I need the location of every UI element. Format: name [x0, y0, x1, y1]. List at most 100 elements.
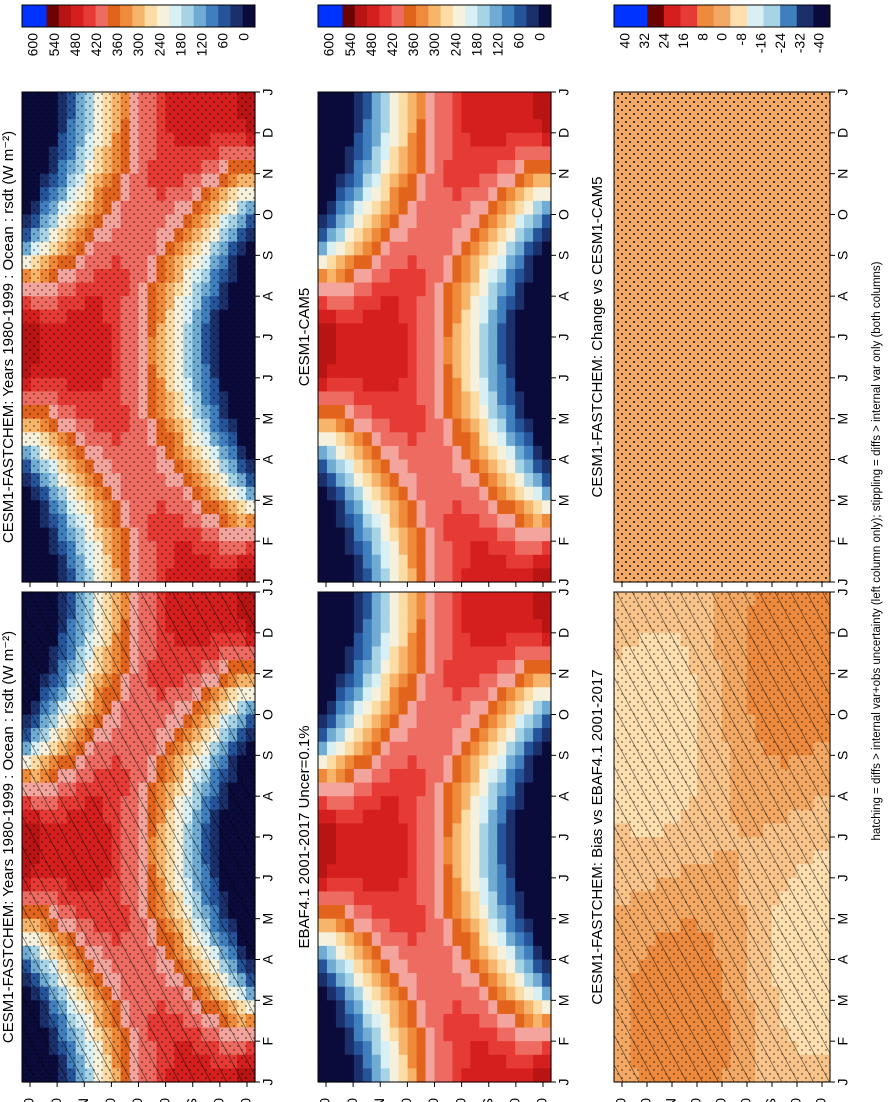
heat-cell — [371, 714, 382, 729]
heat-cell — [335, 905, 346, 920]
colorbar-swatch — [34, 5, 48, 27]
heat-cell — [488, 459, 498, 474]
heat-cell — [470, 782, 480, 797]
heat-cell — [479, 809, 489, 824]
colorbar-swatch — [144, 5, 158, 27]
panel: CESM1-FASTCHEM: Change vs CESM1-CAM5JFMA… — [589, 4, 851, 614]
heat-cell — [353, 473, 364, 488]
heat-cell — [461, 337, 471, 352]
heat-cell — [443, 973, 454, 988]
heat-cell — [344, 1068, 355, 1083]
heat-cell — [407, 350, 418, 365]
heat-cell — [461, 1027, 471, 1042]
heat-cell — [344, 255, 355, 270]
heat-cell — [488, 782, 498, 797]
heat-cell — [434, 255, 445, 270]
heat-cell — [371, 541, 382, 556]
heat-cell — [380, 864, 391, 879]
heat-cell — [407, 932, 418, 947]
heat-cell — [524, 632, 534, 648]
heat-cell — [380, 796, 391, 811]
heat-cell — [497, 837, 507, 852]
colorbar-swatch — [796, 5, 814, 27]
colorbar-swatch — [746, 5, 765, 27]
month-label: J — [260, 374, 276, 381]
heat-cell — [344, 241, 355, 256]
heat-cell — [335, 337, 346, 352]
heat-cell — [533, 945, 543, 961]
lat-label: 20 — [398, 1098, 414, 1102]
heat-cell — [416, 1027, 427, 1042]
heat-cell — [326, 282, 337, 297]
heat-cell — [542, 255, 552, 270]
heat-cell — [479, 973, 489, 988]
heat-cell — [318, 187, 328, 202]
heat-cell — [452, 337, 462, 352]
heat-cell — [524, 323, 534, 338]
heat-cell — [318, 309, 328, 324]
heat-cell — [479, 364, 489, 379]
panel: CESM1-FASTCHEM: Years 1980-1999 : Ocean … — [0, 4, 276, 614]
heat-cell — [542, 296, 552, 311]
heat-cell — [533, 405, 543, 420]
heat-cell — [479, 92, 489, 107]
heat-cell — [362, 119, 373, 134]
colorbar-swatch — [428, 5, 442, 27]
heat-cell — [452, 660, 462, 675]
colorbar-swatch — [440, 5, 454, 27]
heat-cell — [533, 592, 543, 607]
month-label: M — [556, 913, 572, 925]
heat-cell — [407, 768, 418, 784]
heat-cell — [398, 973, 409, 988]
colorbar-frame — [21, 4, 256, 28]
heat-cell — [515, 541, 525, 556]
heat-cell — [515, 741, 525, 756]
heat-cell — [524, 105, 534, 120]
heat-cell — [425, 309, 436, 324]
heat-cell — [398, 200, 409, 216]
heat-cell — [335, 500, 346, 515]
heat-cell — [533, 323, 543, 338]
panel: EBAF4.1 2001-2017 Uncer=0.1%JFMAMJJASOND… — [296, 589, 572, 1102]
heat-cell — [326, 605, 337, 620]
heat-cell — [542, 445, 552, 461]
heat-cell — [452, 486, 462, 501]
heat-cell — [434, 377, 445, 393]
heat-cell — [344, 473, 355, 488]
heat-cell — [362, 687, 373, 702]
heat-cell — [318, 405, 328, 420]
heat-cell — [533, 728, 543, 743]
heat-cell — [362, 105, 373, 120]
heat-cell — [416, 513, 427, 529]
colorbar-swatch — [713, 5, 731, 27]
heat-cell — [452, 513, 462, 529]
heat-cell — [362, 945, 373, 961]
heat-cell — [434, 459, 445, 474]
heat-cell — [461, 391, 471, 406]
heat-cell — [506, 146, 516, 161]
heat-cell — [515, 432, 525, 447]
heat-cell — [506, 391, 516, 406]
heat-cell — [335, 891, 346, 906]
heat-cell — [398, 146, 409, 161]
heat-cell — [326, 146, 337, 161]
heat-cell — [515, 350, 525, 365]
heat-cell — [515, 228, 525, 243]
heat-cell — [326, 214, 337, 229]
heat-cell — [335, 646, 346, 661]
heat-cell — [434, 619, 445, 634]
heat-cell — [353, 932, 364, 947]
heat-cell — [335, 309, 346, 324]
heat-cell — [506, 200, 516, 216]
heat-cell — [380, 486, 391, 501]
heat-cell — [398, 405, 409, 420]
month-label: A — [556, 954, 572, 964]
heat-cell — [488, 268, 498, 284]
heat-cell — [389, 1013, 400, 1029]
heat-cell — [344, 850, 355, 865]
heat-cell — [407, 728, 418, 743]
heat-cell — [344, 632, 355, 648]
heat-cell — [533, 364, 543, 379]
heat-cell — [515, 986, 525, 1001]
colorbar-label: 180 — [468, 33, 484, 57]
